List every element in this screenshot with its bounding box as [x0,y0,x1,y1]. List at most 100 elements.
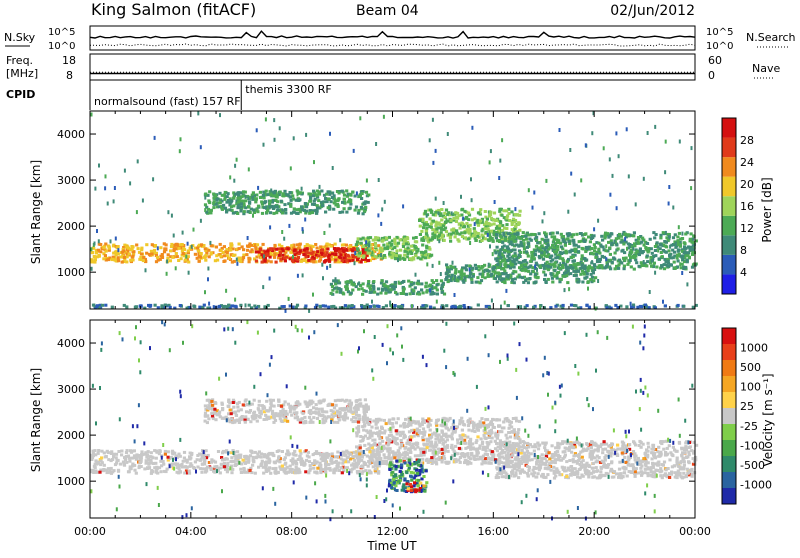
scatter-cell [488,263,490,267]
scatter-cell [94,463,97,466]
scatter-cell [581,247,584,250]
scatter-cell [275,261,278,264]
scatter-cell [404,238,407,241]
scatter-cell [571,267,574,270]
scatter-cell [429,306,432,309]
scatter-cell [505,209,508,212]
scatter-cell [189,456,192,459]
scatter-cell [388,452,391,455]
scatter-cell [572,239,575,242]
scatter-cell [127,247,130,250]
scatter-cell [463,231,466,234]
scatter-cell [171,451,174,454]
scatter-cell [215,246,218,249]
scatter-cell [585,143,587,147]
scatter-cell [353,283,356,286]
scatter-cell [219,201,222,204]
scatter-cell [108,247,111,250]
power-ylabel: Slant Range [km] [29,160,43,264]
scatter-cell [484,210,487,213]
scatter-cell [140,450,143,453]
scatter-cell [154,304,157,307]
scatter-cell [320,201,323,204]
scatter-cell [652,231,655,234]
scatter-cell [294,471,297,474]
scatter-cell [243,455,246,458]
scatter-cell [107,458,110,461]
scatter-cell [488,436,491,439]
scatter-cell [255,251,258,254]
scatter-cell [105,455,108,458]
scatter-cell [145,456,148,459]
scatter-cell [144,451,147,454]
scatter-cell [638,265,641,268]
scatter-cell [643,260,645,264]
scatter-cell [284,462,287,465]
scatter-cell [624,237,626,241]
scatter-cell [632,234,635,237]
scatter-cell [150,253,153,256]
scatter-cell [341,259,344,262]
scatter-cell [539,266,542,269]
scatter-cell [430,223,433,226]
scatter-cell [284,208,287,211]
scatter-cell [203,457,206,460]
scatter-cell [343,207,346,210]
scatter-cell [167,450,170,453]
scatter-cell [329,264,331,268]
scatter-cell [97,449,100,452]
scatter-cell [113,199,115,203]
scatter-cell [126,449,129,452]
scatter-cell [549,256,552,259]
scatter-cell [474,264,477,267]
scatter-cell [226,251,229,254]
scatter-cell [256,243,259,246]
scatter-cell [556,245,559,248]
scatter-cell [683,251,686,254]
scatter-cell [449,240,452,243]
scatter-cell [128,252,131,255]
scatter-cell [185,255,187,259]
scatter-cell [204,254,207,257]
scatter-cell [155,457,158,460]
scatter-cell [379,457,382,460]
scatter-cell [470,278,473,281]
scatter-cell [145,459,148,462]
scatter-cell [434,231,437,234]
scatter-cell [377,213,379,217]
scatter-cell [416,429,419,432]
scatter-cell [269,225,271,229]
scatter-cell [547,265,550,268]
scatter-cell [581,254,584,257]
scatter-cell [219,471,222,474]
scatter-cell [465,222,468,225]
scatter-cell [614,267,617,270]
scatter-cell [102,257,105,260]
scatter-cell [394,281,397,284]
scatter-cell [135,472,138,475]
scatter-cell [181,466,184,469]
scatter-cell [305,459,308,462]
scatter-cell [495,236,498,239]
scatter-cell [209,466,212,469]
scatter-cell [238,259,241,262]
scatter-cell [358,281,360,285]
scatter-cell [504,301,506,305]
scatter-cell [188,472,191,475]
scatter-cell [343,256,346,259]
scatter-cell [687,251,690,254]
scatter-cell [107,202,109,206]
scatter-cell [360,242,363,245]
scatter-cell [668,185,670,189]
scatter-cell [551,232,554,235]
scatter-cell [545,233,548,236]
scatter-cell [649,256,652,259]
scatter-cell [129,181,131,185]
scatter-cell [601,255,604,258]
scatter-cell [409,250,412,253]
scatter-cell [535,245,538,248]
scatter-cell [363,461,366,464]
scatter-cell [508,257,511,260]
scatter-cell [279,126,281,130]
